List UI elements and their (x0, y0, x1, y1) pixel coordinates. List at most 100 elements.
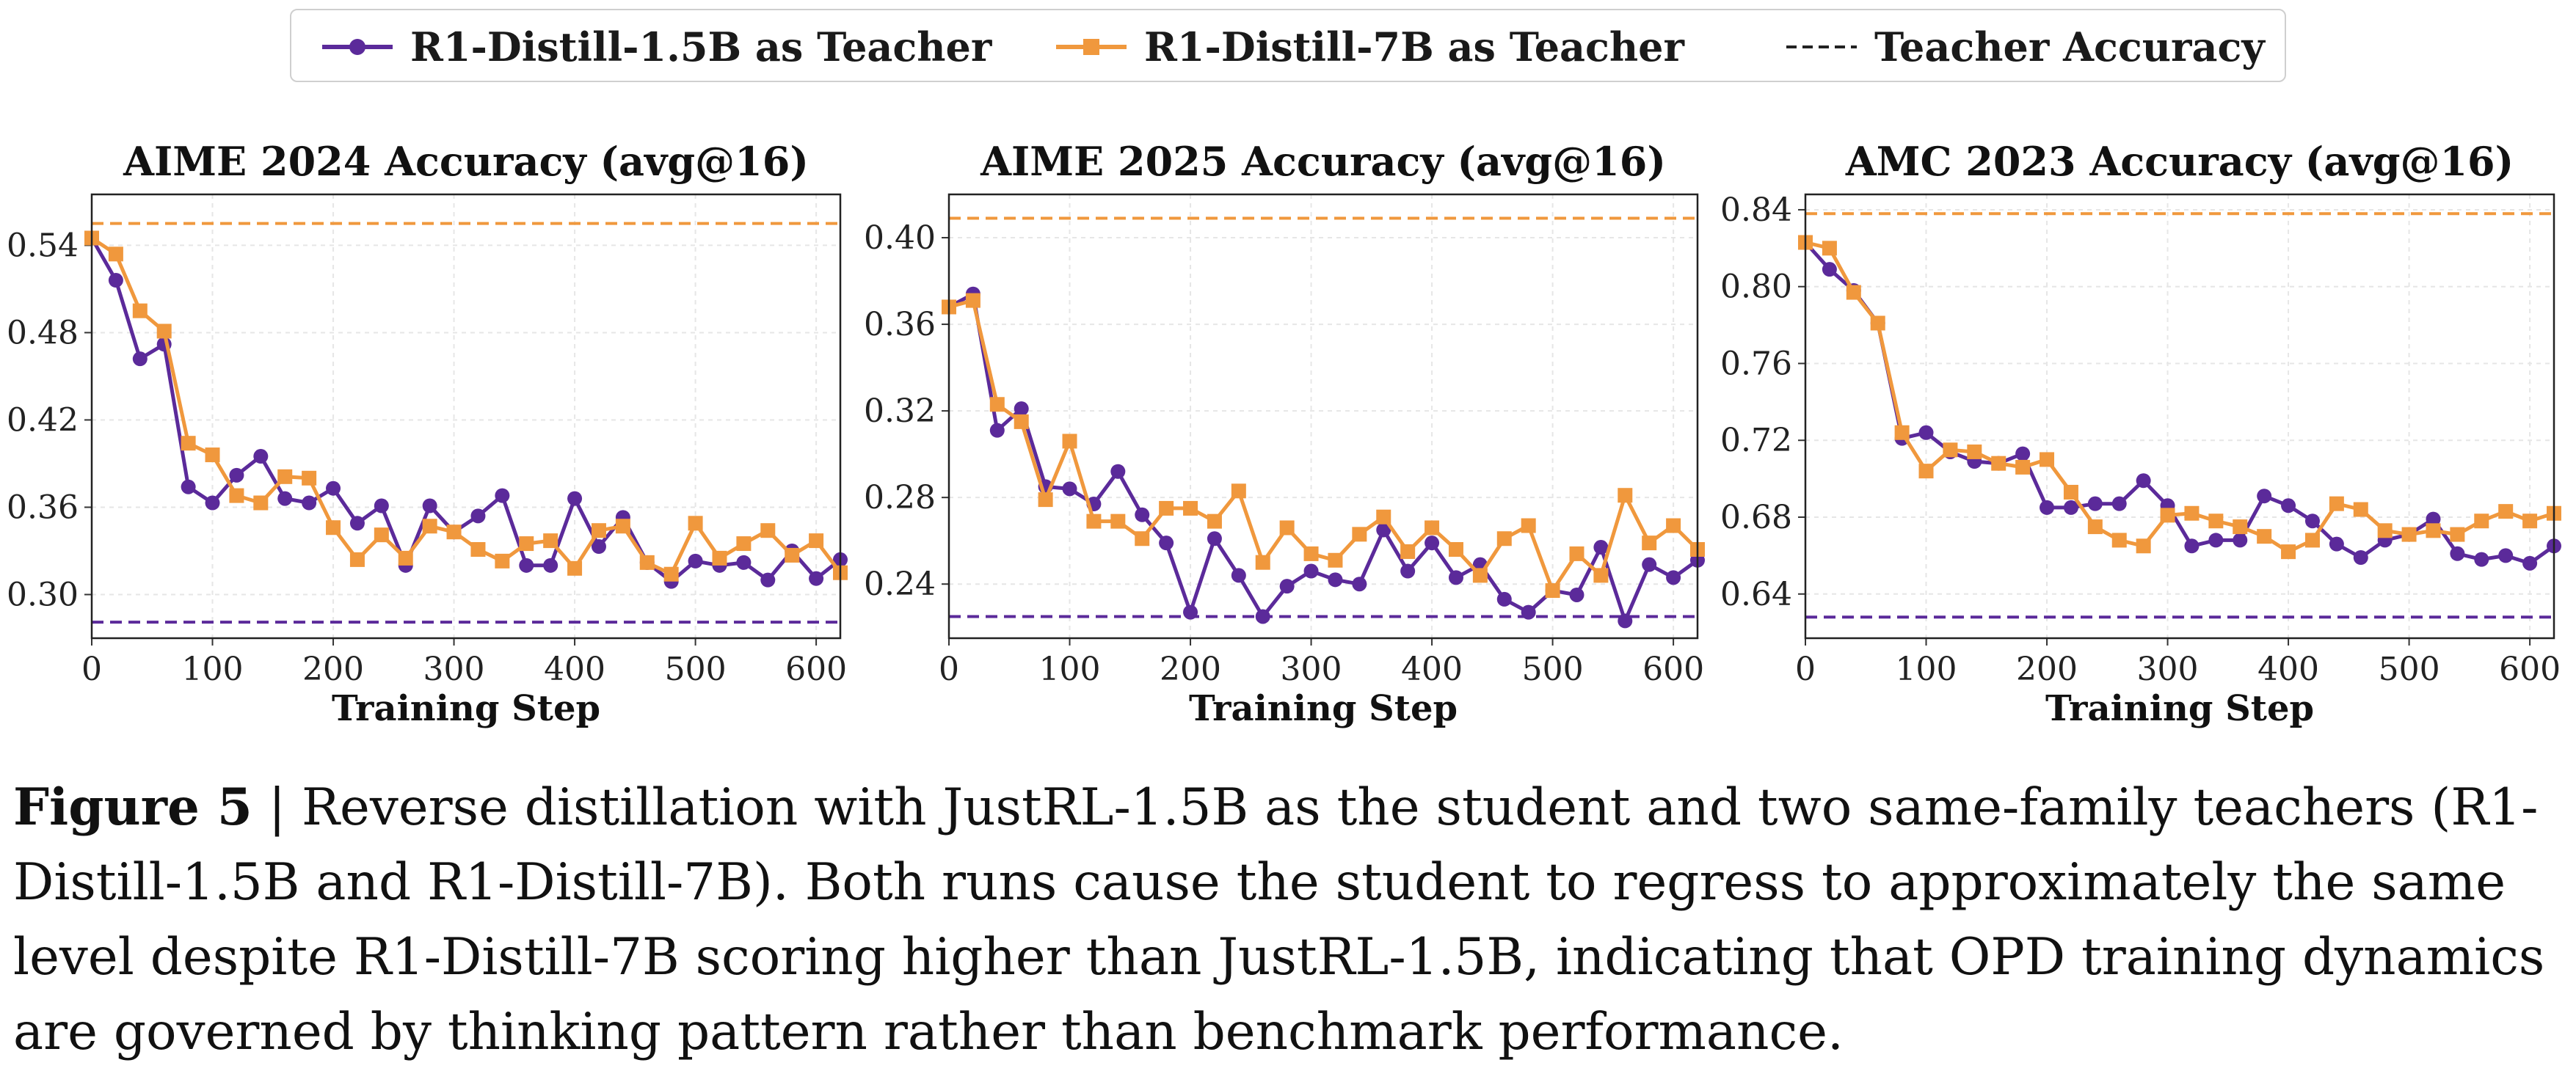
chart3-point-7b-17 (2208, 513, 2224, 529)
chart1-frame (90, 193, 842, 640)
chart3-point-1.5b-19 (2257, 489, 2272, 504)
chart1-point-7b-14 (422, 519, 437, 534)
chart2-point-1.5b-15 (1303, 563, 1319, 579)
chart2-point-1.5b-30 (1666, 570, 1681, 585)
chart1-ytick-label-2: 0.42 (7, 401, 79, 439)
chart3-point-7b-19 (2257, 529, 2272, 544)
chart3-panel: AMC 2023 Accuracy (avg@16) 0 100 200 300 400 5… (1720, 138, 2561, 729)
chart1-point-7b-25 (688, 516, 703, 531)
chart1-point-1.5b-11 (349, 516, 365, 531)
chart2-point-7b-11 (1207, 513, 1222, 529)
chart1-point-7b-11 (349, 552, 365, 567)
chart3-xtick-label-0: 0 (1795, 651, 1816, 688)
chart1-point-7b-8 (277, 469, 293, 484)
chart3-point-1.5b-21 (2304, 513, 2320, 529)
chart2-point-7b-20 (1425, 520, 1440, 536)
chart2-point-7b-22 (1472, 568, 1488, 583)
chart2-point-1.5b-11 (1207, 531, 1222, 547)
chart2-point-7b-10 (1183, 500, 1198, 516)
chart2-point-7b-4 (1038, 492, 1053, 508)
chart2-point-7b-30 (1666, 518, 1681, 533)
chart3-point-7b-8 (1991, 456, 2006, 471)
chart3-point-7b-3 (1870, 315, 1885, 331)
figure-caption: Figure 5 | Reverse distillation with Jus… (13, 770, 2567, 1070)
chart1-point-1.5b-19 (543, 558, 559, 573)
chart1-point-7b-18 (519, 536, 534, 552)
chart2-xlabel: Training Step (1189, 688, 1458, 729)
chart3-title: AMC 2023 Accuracy (avg@16) (1845, 138, 2514, 185)
chart3-point-7b-22 (2329, 496, 2344, 511)
chart3-point-7b-21 (2304, 533, 2320, 548)
chart3-point-7b-7 (1967, 444, 1982, 459)
chart2-point-7b-9 (1159, 500, 1174, 516)
chart1-title: AIME 2024 Accuracy (avg@16) (123, 138, 809, 185)
chart1-point-7b-15 (446, 524, 462, 540)
chart3-ytick-label-1: 0.68 (1720, 499, 1792, 536)
chart1-point-1.5b-25 (688, 553, 703, 569)
chart1-point-1.5b-7 (253, 449, 269, 464)
chart2-point-7b-12 (1231, 483, 1246, 499)
chart3-point-1.5b-29 (2498, 548, 2514, 563)
chart1-ytick-label-3: 0.48 (7, 314, 79, 351)
chart3-point-1.5b-18 (2233, 533, 2248, 548)
chart2-point-1.5b-14 (1279, 579, 1295, 594)
chart2-point-1.5b-9 (1159, 536, 1174, 551)
chart3-point-1.5b-28 (2474, 552, 2489, 567)
chart1-point-7b-22 (615, 519, 630, 534)
chart2-xtick-label-0: 0 (939, 651, 959, 688)
chart2-point-7b-28 (1618, 488, 1633, 503)
chart1-point-7b-26 (712, 550, 727, 566)
chart1-point-1.5b-12 (374, 498, 389, 513)
chart2-point-1.5b-8 (1135, 507, 1150, 522)
chart2-point-7b-18 (1376, 509, 1391, 524)
chart1-point-7b-5 (205, 447, 220, 463)
chart3-point-1.5b-11 (2063, 500, 2078, 515)
chart1-point-7b-17 (495, 553, 510, 569)
chart1-point-1.5b-10 (326, 480, 341, 496)
chart3-ytick-label-3: 0.76 (1720, 345, 1792, 382)
chart3-point-7b-12 (2087, 519, 2103, 535)
chart1-point-7b-2 (132, 303, 148, 318)
chart2-point-7b-29 (1642, 536, 1657, 551)
legend-label-1.5b: R1-Distill-1.5B as Teacher (410, 23, 992, 70)
chart2-point-7b-19 (1400, 544, 1416, 559)
chart3-ytick-label-2: 0.72 (1720, 422, 1792, 459)
chart1-point-7b-23 (639, 555, 655, 570)
chart2-point-1.5b-5 (1062, 481, 1077, 497)
chart3-point-7b-20 (2281, 544, 2296, 560)
chart1-point-1.5b-17 (495, 488, 510, 503)
chart2-point-7b-5 (1062, 434, 1077, 449)
chart3-point-7b-28 (2474, 513, 2489, 529)
chart3-point-7b-14 (2136, 538, 2151, 554)
chart1-point-1.5b-20 (567, 491, 583, 506)
chart3-xtick-label-6: 600 (2499, 651, 2561, 688)
chart1-xtick-label-3: 300 (423, 651, 485, 688)
chart2-point-1.5b-21 (1448, 570, 1463, 585)
legend: R1-Distill-1.5B as Teacher R1-Distill-7B… (290, 9, 2286, 82)
caption-separator: | (252, 778, 302, 837)
chart3-point-1.5b-22 (2329, 536, 2344, 552)
chart3-point-7b-24 (2377, 523, 2393, 538)
chart1-point-7b-3 (156, 324, 172, 339)
chart3-point-7b-25 (2401, 527, 2417, 542)
chart2-point-7b-3 (1014, 414, 1029, 429)
chart1-point-1.5b-4 (181, 479, 196, 494)
chart3-point-1.5b-30 (2522, 555, 2538, 571)
chart3-point-7b-6 (1943, 442, 1958, 458)
chart2-ytick-label-4: 0.40 (864, 219, 936, 257)
chart2-series-line-7b (948, 299, 1699, 593)
chart1-point-7b-6 (229, 488, 244, 503)
chart1-point-1.5b-2 (132, 351, 148, 367)
chart1-point-7b-9 (302, 470, 317, 486)
chart2-point-1.5b-23 (1496, 591, 1512, 607)
chart1-point-7b-12 (374, 527, 389, 543)
chart1-point-1.5b-9 (302, 495, 317, 511)
chart3-point-1.5b-5 (1918, 425, 1934, 440)
chart1-ytick-label-4: 0.54 (7, 227, 79, 264)
chart3-point-1.5b-17 (2208, 533, 2224, 548)
chart3-point-7b-2 (1846, 285, 1861, 300)
chart2-point-7b-16 (1328, 552, 1343, 568)
chart3-xlabel: Training Step (2045, 688, 2314, 729)
chart2-point-7b-26 (1569, 546, 1584, 561)
caption-text: Reverse distillation with JustRL-1.5B as… (13, 778, 2545, 1061)
